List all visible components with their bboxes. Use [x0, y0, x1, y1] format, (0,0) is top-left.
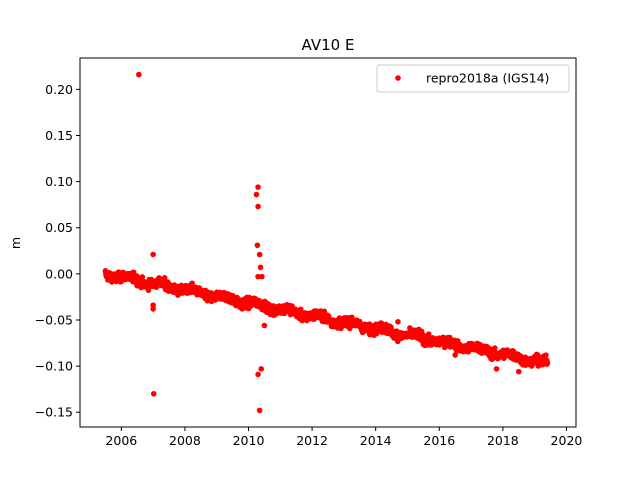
y-tick-label: 0.05: [45, 220, 73, 235]
legend-label: repro2018a (IGS14): [426, 71, 549, 86]
y-tick-label: 0.15: [45, 128, 73, 143]
data-point: [544, 360, 551, 366]
x-tick-label: 2014: [360, 433, 392, 448]
data-point: [139, 274, 146, 280]
x-tick-label: 2020: [551, 433, 583, 448]
y-tick-label: −0.05: [35, 312, 73, 327]
data-point: [150, 390, 157, 397]
data-point: [256, 251, 263, 258]
axis-ticks: 2006 2008 2010 2012 2014 2016 2018 2020 −0.15 −0.…: [35, 82, 583, 448]
x-tick-label: 2012: [296, 433, 328, 448]
data-point: [130, 269, 137, 276]
chart-title: AV10 E: [302, 36, 355, 54]
data-point: [257, 264, 264, 271]
data-point: [425, 331, 432, 337]
data-point: [136, 71, 142, 78]
data-point: [261, 322, 268, 329]
data-point: [259, 273, 265, 280]
data-point: [254, 242, 261, 249]
data-point: [150, 251, 156, 258]
y-tick-label: 0.20: [45, 82, 73, 97]
y-tick-label: 0.00: [45, 266, 73, 281]
x-tick-label: 2018: [487, 433, 519, 448]
legend: repro2018a (IGS14): [376, 64, 570, 93]
data-point: [493, 366, 500, 372]
data-point: [255, 184, 261, 190]
y-tick-label: −0.10: [35, 359, 73, 374]
legend-box: [376, 64, 570, 93]
legend-marker: [395, 75, 401, 81]
y-tick-label: 0.10: [45, 174, 73, 189]
data-point: [150, 306, 156, 312]
data-point: [395, 319, 401, 325]
data-point: [256, 407, 263, 414]
data-point: [255, 203, 261, 210]
data-point: [297, 306, 304, 313]
data-point: [515, 368, 522, 375]
x-tick-label: 2006: [105, 433, 137, 448]
data-point: [452, 352, 458, 358]
data-point: [239, 306, 245, 312]
y-tick-label: −0.15: [35, 405, 73, 420]
data-point: [258, 366, 265, 372]
data-point: [255, 371, 261, 378]
data-point: [492, 345, 498, 351]
data-point: [253, 191, 260, 198]
x-tick-label: 2010: [233, 433, 265, 448]
plot-area-frame: [79, 57, 577, 428]
x-tick-label: 2008: [169, 433, 201, 448]
data-point: [543, 352, 549, 358]
data-points: [102, 71, 551, 414]
y-axis-label: m: [8, 237, 23, 249]
x-tick-label: 2016: [423, 433, 455, 448]
